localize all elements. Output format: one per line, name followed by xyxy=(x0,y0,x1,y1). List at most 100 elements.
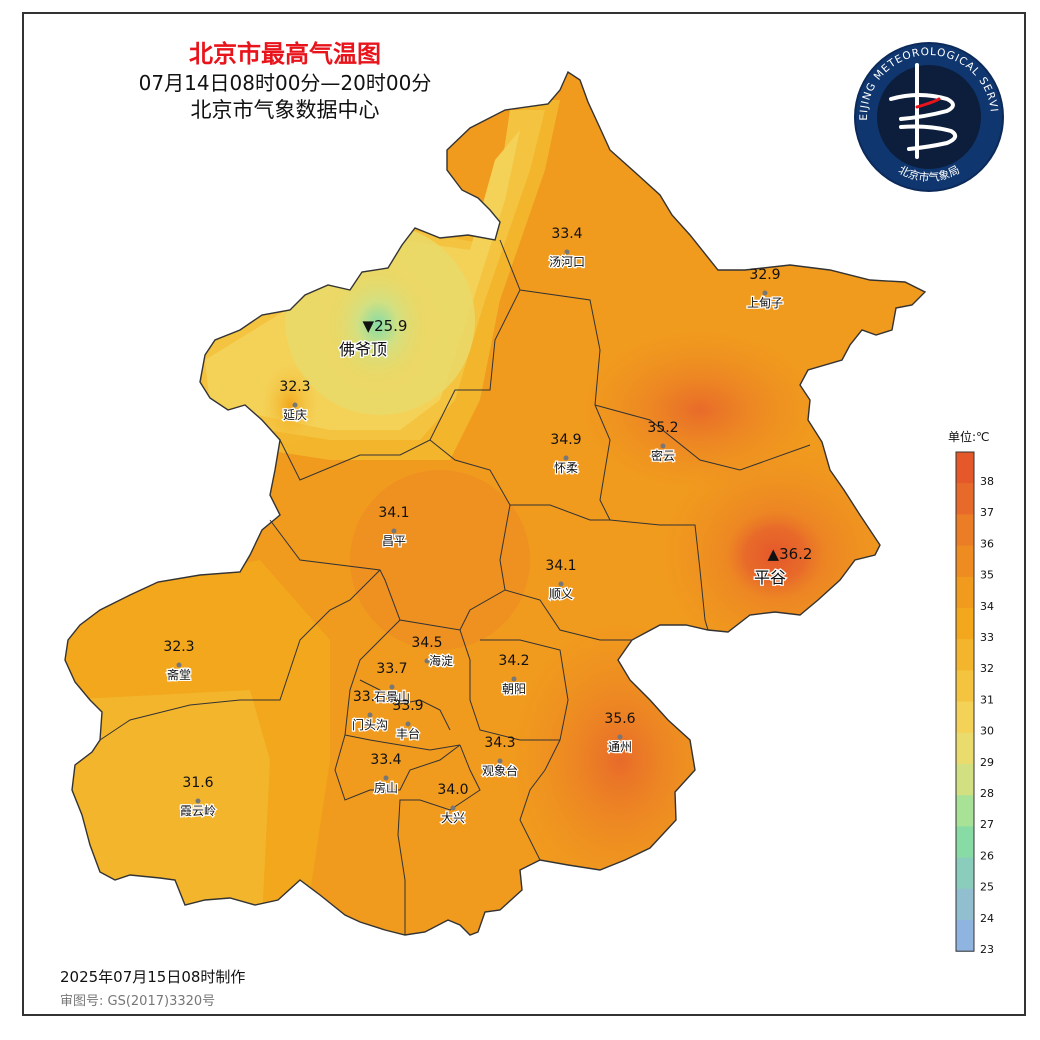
legend-tick-label: 32 xyxy=(980,662,994,675)
station-value: 35.2 xyxy=(647,420,678,436)
station-name: 海淀 xyxy=(429,653,453,668)
station-dot xyxy=(563,455,569,461)
legend-cell xyxy=(956,826,974,859)
station-name: 霞云岭 xyxy=(180,804,216,818)
station-value: 34.3 xyxy=(484,735,515,751)
legend-cell xyxy=(956,608,974,640)
legend-cell xyxy=(956,732,974,765)
station-dot xyxy=(564,249,570,255)
station-dot xyxy=(497,758,503,764)
station-name: 密云 xyxy=(651,448,675,463)
legend-cell xyxy=(956,514,974,547)
station-name: 通州 xyxy=(608,740,632,754)
station-value: 32.3 xyxy=(279,379,310,395)
station-value: 35.6 xyxy=(604,711,635,727)
color-legend: 38 37 36 35 34 33 32 31 30 29 28 27 26 25 24 23 xyxy=(955,451,994,956)
station-name: 观象台 xyxy=(482,763,518,778)
legend-tick-label: 23 xyxy=(980,943,994,956)
station-dot xyxy=(450,805,456,811)
station-value: ▼25.9 xyxy=(363,317,408,335)
station-value: 34.0 xyxy=(437,782,468,798)
station-name: 顺义 xyxy=(549,587,573,601)
station-name: 延庆 xyxy=(283,408,307,422)
legend-cell xyxy=(956,764,974,796)
legend-tick-label: 24 xyxy=(980,912,994,925)
legend-tick-label: 33 xyxy=(980,631,994,644)
map-period: 07月14日08时00分—20时00分 xyxy=(138,71,432,95)
legend-cell xyxy=(956,639,974,671)
legend-tick-label: 37 xyxy=(980,506,994,519)
legend-border xyxy=(955,451,975,952)
station-value: ▲36.2 xyxy=(768,545,813,563)
legend-cell xyxy=(956,920,974,952)
legend-tick-label: 30 xyxy=(980,725,994,738)
legend-cell xyxy=(956,576,974,609)
legend-tick-label: 29 xyxy=(980,756,994,769)
legend-tick-label: 25 xyxy=(980,881,994,894)
station-dot xyxy=(383,775,389,781)
station-value: 33.7 xyxy=(376,661,407,677)
legend-cell xyxy=(956,857,974,890)
station-dot xyxy=(292,402,298,408)
station-name: 平谷 xyxy=(754,568,786,587)
legend-tick-label: 38 xyxy=(980,475,994,488)
station-value: 33.4 xyxy=(551,226,582,242)
station-value: 34.5 xyxy=(411,635,442,651)
logo-ring-cn: 北京市气象局 xyxy=(896,163,961,184)
station-dot xyxy=(617,734,623,740)
station-dot xyxy=(558,581,564,587)
station-value: 33. xyxy=(353,689,375,705)
station-name: 大兴 xyxy=(441,811,465,825)
district-boundaries xyxy=(64,71,926,936)
station-dot xyxy=(367,712,373,718)
map-title: 北京市最高气温图 xyxy=(189,40,381,68)
bms-logo: BEIJING METEOROLOGICAL SERVICE 北京市气象局 xyxy=(854,42,1004,192)
legend-tick-label: 34 xyxy=(980,600,994,613)
station-name: 汤河口 xyxy=(549,255,585,269)
station-labels: 33.4 汤河口 32.9 上甸子 ▼25.9 佛爷顶 32.3 延庆 34.9 怀柔 35.2 密云… xyxy=(163,226,813,826)
station-value: 34.1 xyxy=(378,505,409,521)
legend-cell xyxy=(956,545,974,578)
production-time: 2025年07月15日08时制作 xyxy=(60,968,246,986)
logo-emblem-icon xyxy=(889,63,958,159)
legend-cell xyxy=(956,795,974,827)
station-dot xyxy=(391,528,397,534)
station-name: 佛爷顶 xyxy=(339,340,387,359)
legend-cell xyxy=(956,452,974,484)
station-dot xyxy=(424,658,430,664)
station-name: 门头沟 xyxy=(352,717,388,732)
legend-unit: 单位:℃ xyxy=(948,430,990,444)
station-dot xyxy=(176,662,182,668)
station-value: 33.4 xyxy=(370,752,401,768)
station-value: 34.9 xyxy=(550,432,581,448)
legend-tick-label: 27 xyxy=(980,818,994,831)
station-name: 朝阳 xyxy=(502,682,526,696)
legend-tick-label: 36 xyxy=(980,537,994,550)
station-dot xyxy=(405,721,411,727)
station-dot xyxy=(660,443,666,449)
station-name: 上甸子 xyxy=(747,296,783,310)
station-value: 34.2 xyxy=(498,653,529,669)
station-value: 32.9 xyxy=(749,267,780,283)
legend-tick-label: 35 xyxy=(980,569,994,582)
legend-tick-label: 31 xyxy=(980,693,994,706)
station-name: 房山 xyxy=(374,780,398,795)
station-name: 斋堂 xyxy=(167,667,191,682)
map-source: 北京市气象数据中心 xyxy=(190,98,380,122)
legend-cell xyxy=(956,483,974,515)
temperature-fill xyxy=(65,72,925,935)
station-name: 昌平 xyxy=(382,534,406,548)
station-dot xyxy=(762,290,768,296)
legend-cell xyxy=(956,888,974,921)
legend-tick-label: 28 xyxy=(980,787,994,800)
station-name: 丰台 xyxy=(396,726,420,741)
station-name: 石景山 xyxy=(374,690,410,704)
station-value: 34.1 xyxy=(545,558,576,574)
legend-cell xyxy=(956,670,974,703)
station-dot xyxy=(195,798,201,804)
station-value: 33.9 xyxy=(392,698,423,714)
review-number: 审图号: GS(2017)3320号 xyxy=(60,994,216,1009)
station-dot xyxy=(511,676,517,682)
station-dot xyxy=(389,684,395,690)
